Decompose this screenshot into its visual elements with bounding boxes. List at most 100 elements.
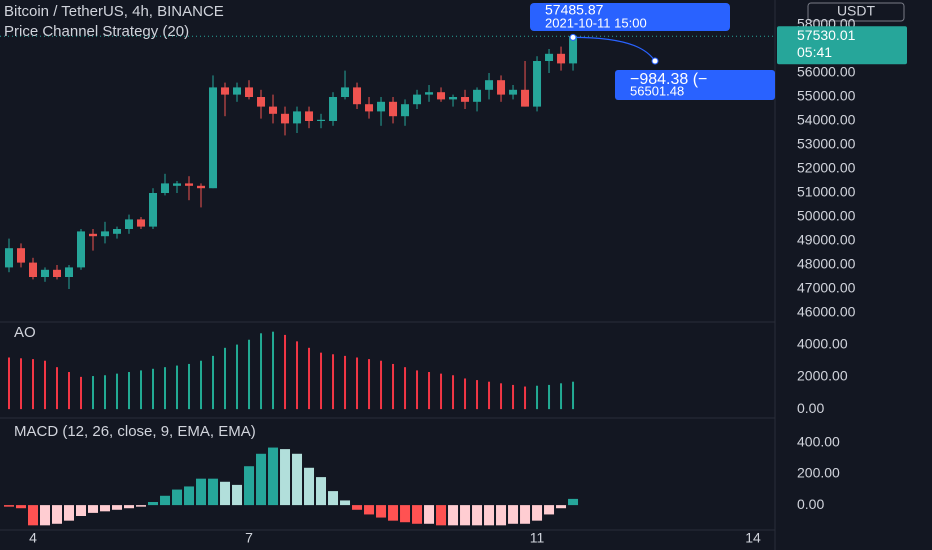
candle-body [209, 87, 218, 189]
histogram-bar [452, 375, 455, 410]
y-tick-label: 53000.00 [797, 136, 856, 152]
histogram-bar [16, 505, 27, 509]
histogram-bar [64, 505, 75, 521]
histogram-bar [536, 385, 539, 410]
histogram-bar [152, 368, 155, 410]
y-tick-label: 52000.00 [797, 160, 856, 176]
histogram-bar [436, 505, 447, 526]
candle-body [17, 248, 26, 263]
histogram-bar [272, 331, 275, 410]
histogram-bar [208, 478, 219, 506]
candle-body [149, 193, 158, 227]
candle-body [281, 113, 290, 124]
histogram-bar [224, 347, 227, 410]
candle-body [29, 262, 38, 278]
histogram-bar [176, 365, 179, 410]
histogram-bar [268, 447, 279, 506]
x-tick-label: 11 [530, 530, 545, 546]
candle-body [161, 183, 170, 194]
chart-title: Bitcoin / TetherUS, 4h, BINANCE [4, 3, 224, 20]
histogram-bar [328, 491, 339, 506]
histogram-bar [280, 449, 291, 506]
y-tick-label: 50000.00 [797, 208, 856, 224]
candle-body [221, 87, 230, 95]
y-tick-label: 0.00 [797, 496, 824, 512]
histogram-bar [56, 367, 59, 410]
candle-body [413, 94, 422, 105]
candle-body [305, 111, 314, 122]
histogram-bar [544, 505, 555, 515]
candle-body [473, 89, 482, 102]
histogram-bar [236, 344, 239, 410]
measure-start [569, 33, 577, 41]
y-tick-label: 2000.00 [797, 368, 848, 384]
candle-body [41, 269, 50, 278]
currency-badge[interactable] [807, 2, 905, 22]
histogram-bar [284, 334, 287, 410]
histogram-bar [8, 357, 11, 410]
last-price-label: 57530.01 [797, 27, 856, 43]
histogram-bar [440, 373, 443, 410]
candle-body [509, 89, 518, 95]
candle-body [101, 231, 110, 237]
histogram-bar [332, 354, 335, 410]
candle-body [377, 101, 386, 112]
histogram-bar [296, 341, 299, 410]
histogram-bar [464, 378, 467, 410]
histogram-bar [352, 505, 363, 510]
candle-body [269, 106, 278, 114]
candle-body [245, 87, 254, 98]
candle-body [329, 97, 338, 122]
histogram-bar [20, 358, 23, 410]
candle-body [185, 183, 194, 186]
histogram-bar [472, 505, 483, 526]
candle-body [293, 111, 302, 124]
histogram-bar [248, 339, 251, 410]
candle-body [113, 229, 122, 234]
histogram-bar [304, 467, 315, 506]
histogram-bar [412, 505, 423, 524]
histogram-bar [136, 505, 147, 507]
candle-body [365, 104, 374, 112]
histogram-bar [112, 505, 123, 510]
histogram-bar [424, 505, 435, 524]
histogram-bar [140, 370, 143, 410]
y-tick-label: 54000.00 [797, 112, 856, 128]
macd-title: MACD (12, 26, close, 9, EMA, EMA) [14, 423, 256, 440]
candle-body [521, 89, 530, 107]
y-tick-label: 56000.00 [797, 64, 856, 80]
candle-body [557, 53, 566, 64]
y-tick-label: 200.00 [797, 465, 840, 481]
indicator-title: Price Channel Strategy (20) [4, 23, 189, 40]
histogram-bar [532, 505, 543, 521]
histogram-bar [568, 498, 579, 506]
histogram-bar [320, 352, 323, 410]
candle-body [125, 219, 134, 230]
histogram-bar [32, 359, 35, 410]
candle-body [545, 53, 554, 62]
y-tick-label: 47000.00 [797, 280, 856, 296]
y-tick-label: 400.00 [797, 434, 840, 450]
candle-body [401, 104, 410, 117]
histogram-bar [148, 502, 159, 506]
histogram-bar [52, 505, 63, 524]
x-tick-label: 7 [245, 530, 253, 546]
histogram-bar [344, 355, 347, 410]
histogram-bar [256, 453, 267, 506]
histogram-bar [368, 359, 371, 410]
histogram-bar [92, 376, 95, 410]
histogram-bar [292, 453, 303, 506]
histogram-bar [4, 505, 15, 507]
histogram-bar [44, 360, 47, 410]
candle-body [137, 219, 146, 227]
histogram-bar [260, 333, 263, 410]
crosshair-tooltip [530, 3, 730, 31]
candle-body [497, 80, 506, 95]
histogram-bar [512, 384, 515, 410]
histogram-bar [188, 363, 191, 410]
histogram-bar [172, 489, 183, 506]
histogram-bar [200, 360, 203, 410]
x-tick-label: 4 [29, 530, 37, 546]
histogram-bar [460, 505, 471, 526]
histogram-bar [484, 505, 495, 526]
